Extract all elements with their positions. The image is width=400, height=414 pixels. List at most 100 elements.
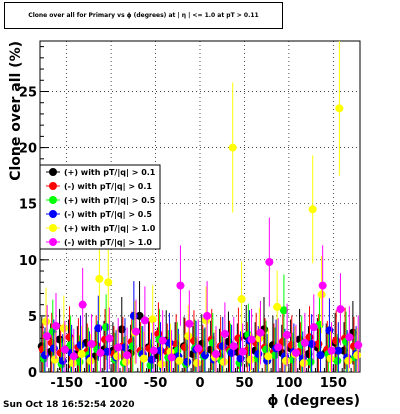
data-point [49,344,58,353]
data-point [149,346,158,355]
data-point [176,281,185,290]
data-point [175,356,184,365]
data-point [334,346,343,355]
data-point [265,258,274,267]
data-point [307,339,316,348]
data-point [123,351,132,360]
data-point [325,326,334,335]
legend: (+) with pT/|q| > 0.1 (-) with pT/|q| > 0… [39,164,161,250]
legend-label: (-) with pT/|q| > 1.0 [64,238,152,247]
data-point [76,341,85,350]
x-tick-label: 100 [275,376,302,391]
data-point [271,351,280,360]
data-point [306,357,315,366]
data-point [333,356,342,365]
data-point [200,351,209,360]
x-axis-title: ϕ (degrees) [267,393,360,409]
data-point [184,332,193,341]
legend-marker [49,196,57,204]
data-point [148,315,157,324]
legend-marker [49,168,57,176]
data-point [228,143,237,152]
data-point [87,339,96,348]
data-point [167,353,176,362]
y-axis-title: Clone over all (%) [8,41,24,181]
data-point [68,359,77,368]
data-point [58,356,67,365]
data-point [318,281,327,290]
y-tick-label: 10 [19,254,37,269]
x-tick-label: 0 [195,376,204,391]
data-point [77,350,86,359]
data-point [183,357,192,366]
x-tick-label: -100 [95,376,128,391]
data-point [96,348,105,357]
data-point [256,328,265,337]
data-point [238,347,247,356]
data-point [316,351,325,360]
data-point [147,355,156,364]
data-point [78,300,87,309]
data-point [158,336,167,345]
data-point [103,347,112,356]
data-point [157,360,166,369]
data-point [185,319,194,328]
data-point [264,352,273,361]
data-point [139,354,148,363]
data-point [345,333,354,342]
data-point [332,336,341,345]
data-point [193,359,202,368]
data-point [354,341,363,350]
legend-marker [49,182,57,190]
data-point [309,323,318,332]
legend-label: (+) with pT/|q| > 0.5 [64,196,156,205]
data-point [113,352,122,361]
data-point [282,356,291,365]
data-point [246,355,255,364]
data-point [102,323,111,332]
data-point [132,327,140,336]
data-point [60,345,69,354]
x-tick-label: 150 [320,376,347,391]
data-point [50,355,59,364]
data-point [279,306,288,315]
data-point [122,357,131,366]
timestamp-footer: Sun Oct 18 16:52:54 2020 [3,400,135,410]
legend-label: (+) with pT/|q| > 1.0 [64,224,156,233]
y-tick-label: 20 [19,142,37,157]
y-tick-label: 5 [28,310,37,325]
data-layer [37,41,363,372]
data-point [353,351,362,360]
legend-label: (+) with pT/|q| > 0.1 [64,168,156,177]
data-point [283,330,292,339]
data-point [219,357,228,366]
data-point [220,329,229,338]
data-point [69,352,78,361]
data-point [344,356,353,365]
data-point [94,324,103,333]
data-point [273,302,282,311]
series-group [43,217,363,372]
legend-marker [49,210,57,218]
y-tick-label: 25 [19,85,37,100]
data-point [117,325,126,334]
chart-title: Clone over all for Primary vs ϕ (degrees… [4,2,283,29]
data-point [194,344,203,353]
data-point [212,350,220,359]
data-point [317,290,326,299]
data-point [254,350,263,359]
data-point [105,334,114,343]
data-point [42,317,51,326]
series-group [39,274,360,372]
data-point [75,357,84,366]
data-point [40,351,49,360]
data-point [86,356,95,365]
data-point [218,342,227,351]
data-point [104,278,113,287]
data-point [335,104,344,113]
data-point [43,332,52,341]
data-point [326,354,335,363]
data-point [203,311,212,320]
data-point [229,342,238,351]
x-tick-label: -50 [144,376,168,391]
